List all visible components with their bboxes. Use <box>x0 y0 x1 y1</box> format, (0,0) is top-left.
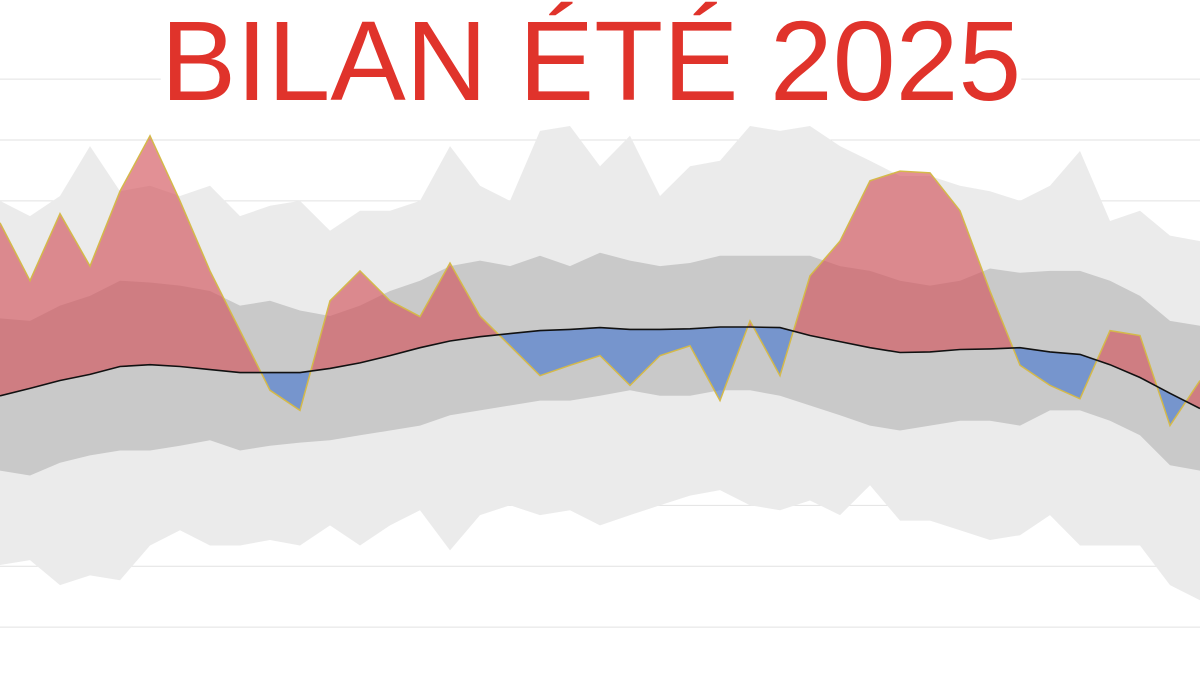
warm-anomaly <box>0 135 1200 409</box>
title-background <box>160 0 1022 124</box>
normal-line <box>0 326 1200 410</box>
chart-title: BILAN ÉTÉ 2025 <box>161 0 1022 124</box>
observed-line <box>0 134 1200 428</box>
plot <box>0 78 1200 628</box>
